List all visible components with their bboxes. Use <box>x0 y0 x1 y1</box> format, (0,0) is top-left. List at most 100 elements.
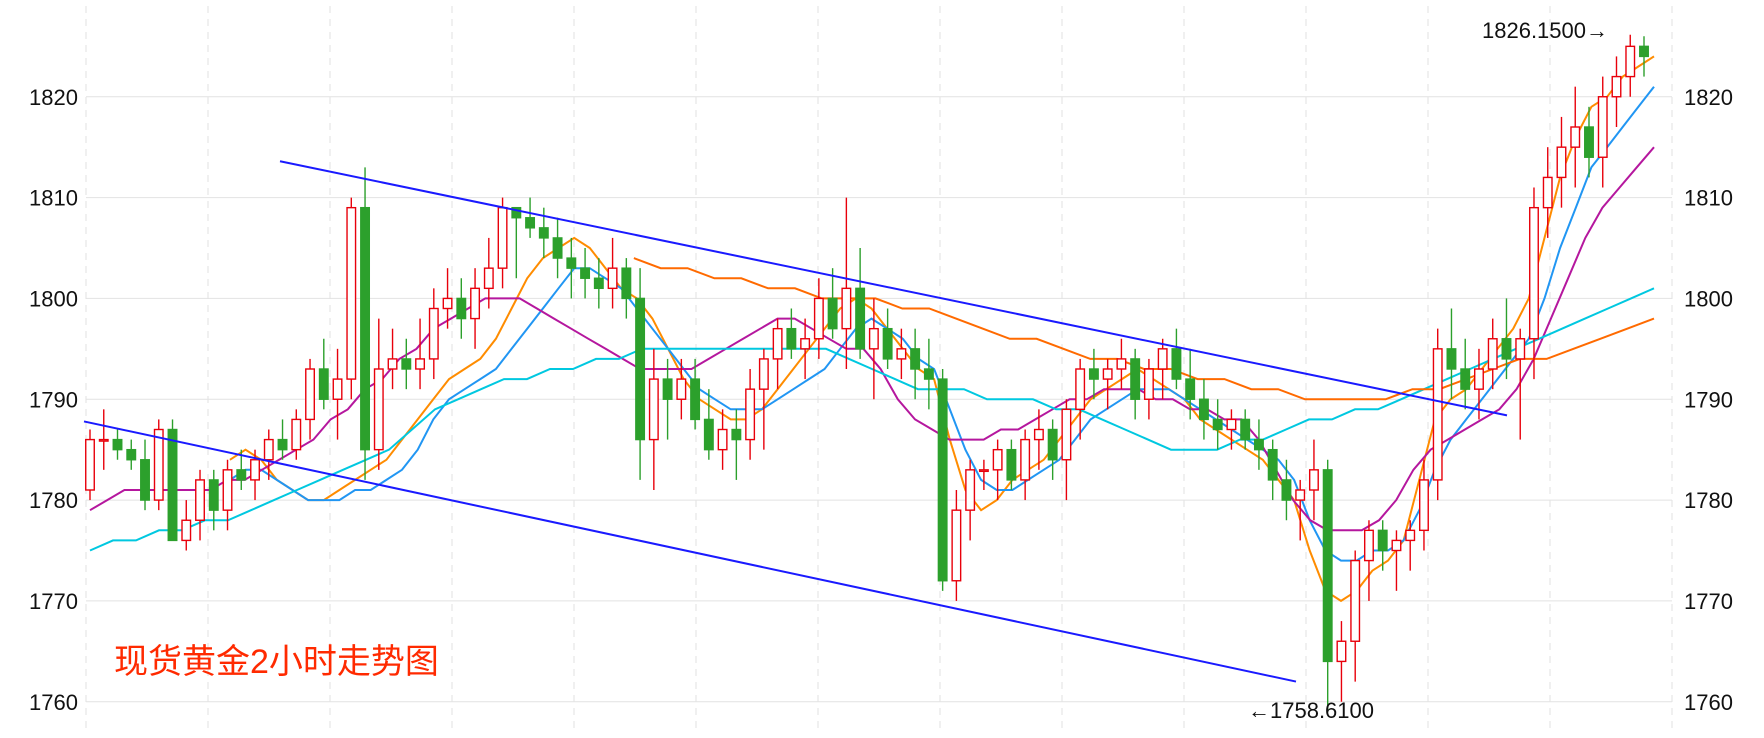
candle-body <box>745 388 756 441</box>
candle-body <box>208 479 219 511</box>
trend-lines <box>83 160 1508 683</box>
candle-body <box>1446 348 1457 370</box>
candle-body <box>511 206 522 219</box>
candle-body <box>1460 368 1471 390</box>
candle-body <box>731 428 742 441</box>
candle-body <box>607 267 618 290</box>
candle-body <box>690 378 701 421</box>
candle-body <box>1487 338 1498 370</box>
candle-body <box>621 267 632 300</box>
candle-body <box>896 348 907 360</box>
candle-body <box>1584 126 1594 158</box>
candle-body <box>1102 368 1113 380</box>
candle-body <box>195 479 205 521</box>
candle-body <box>800 338 811 350</box>
candle-body <box>1611 75 1622 98</box>
candle-body <box>1391 539 1402 552</box>
candle-body <box>1363 529 1374 562</box>
candle-body <box>401 358 412 370</box>
candle-body <box>717 428 728 451</box>
high-price-label: 1826.1500→ <box>1482 18 1608 43</box>
candle-body <box>98 438 109 442</box>
candle-body <box>140 459 150 501</box>
candle-body <box>1322 469 1333 663</box>
candle-body <box>1281 479 1292 501</box>
candle-body <box>1419 479 1429 532</box>
y-tick-label-left: 1800 <box>29 286 78 311</box>
y-tick-label-right: 1780 <box>1684 488 1733 513</box>
candle-body <box>1143 368 1154 400</box>
candle-body <box>332 378 343 400</box>
moving-average-line <box>89 146 1655 532</box>
candle-body <box>951 509 962 582</box>
candle-body <box>1639 45 1649 58</box>
candle-body <box>1240 418 1251 441</box>
candle-body <box>250 459 260 481</box>
candle-body <box>442 297 453 310</box>
candle-body <box>85 438 95 491</box>
candle-body <box>360 206 371 451</box>
candle-body <box>1185 378 1196 400</box>
candle-body <box>1529 206 1539 340</box>
grid <box>85 6 1673 732</box>
candle-body <box>992 448 1003 471</box>
candle-body <box>1350 559 1361 642</box>
candle-body <box>1542 176 1553 209</box>
y-tick-label-left: 1790 <box>29 387 78 412</box>
candle-body <box>937 378 948 582</box>
candle-body <box>552 237 563 259</box>
candle-body <box>813 297 824 340</box>
candle-body <box>1377 529 1388 552</box>
candle-body <box>1267 448 1278 481</box>
candle-body <box>373 368 384 451</box>
y-tick-label-right: 1810 <box>1684 186 1733 211</box>
candle-body <box>1130 358 1141 400</box>
y-tick-label-right: 1800 <box>1684 286 1733 311</box>
candle-body <box>1006 448 1017 481</box>
candle-body <box>428 307 439 360</box>
candle-body <box>456 297 467 320</box>
candle-body <box>868 327 879 350</box>
y-tick-label-right: 1770 <box>1684 589 1733 614</box>
low-price-label: ←1758.6100 <box>1248 698 1374 723</box>
candle-body <box>153 428 164 501</box>
candle-body <box>1515 338 1526 360</box>
candle-body <box>910 348 921 370</box>
candle-body <box>263 438 274 461</box>
candle-body <box>1061 408 1072 461</box>
candle-body <box>593 277 604 290</box>
candle-body <box>786 327 797 350</box>
candle-body <box>167 428 178 542</box>
y-tick-label-right: 1760 <box>1684 690 1733 715</box>
candle-body <box>126 448 137 461</box>
candle-body <box>772 327 783 360</box>
candle-body <box>1075 368 1086 411</box>
candle-body <box>236 469 247 481</box>
candle-body <box>1157 348 1168 370</box>
candle-body <box>277 438 288 451</box>
candle-body <box>305 368 315 421</box>
candle-body <box>703 418 714 451</box>
y-tick-label-left: 1760 <box>29 690 78 715</box>
candlestick-series <box>85 34 1649 712</box>
candle-body <box>538 227 549 239</box>
candle-body <box>346 206 357 380</box>
y-tick-label-left: 1820 <box>29 85 78 110</box>
candle-body <box>112 438 123 451</box>
candle-body <box>1501 338 1512 360</box>
candle-body <box>648 378 659 441</box>
candle-body <box>415 358 426 370</box>
candle-body <box>483 267 494 290</box>
candle-body <box>1474 368 1484 390</box>
candle-body <box>291 418 302 451</box>
candle-body <box>978 469 989 473</box>
candle-body <box>1625 45 1636 78</box>
candle-body <box>923 368 934 380</box>
candle-body <box>1308 469 1319 491</box>
candle-body <box>1556 146 1567 179</box>
moving-average-line <box>89 287 1655 552</box>
y-tick-label-left: 1810 <box>29 186 78 211</box>
y-tick-label-left: 1780 <box>29 488 78 513</box>
candle-body <box>1597 96 1608 158</box>
